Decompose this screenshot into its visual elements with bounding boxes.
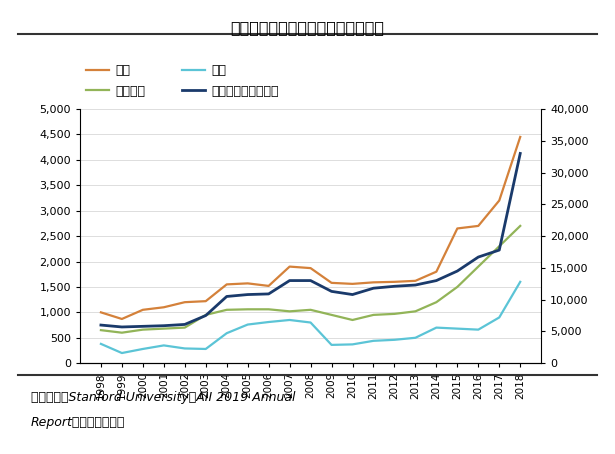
高校学术界（右轴） [139, 324, 146, 329]
高校学术界（右轴） [411, 282, 419, 288]
科研机构 [517, 223, 524, 229]
其他 [370, 338, 377, 344]
高校学术界（右轴） [454, 268, 461, 274]
其他 [160, 343, 167, 348]
科研机构 [411, 309, 419, 314]
企业 [97, 310, 105, 315]
企业 [244, 281, 252, 286]
高校学术界（右轴） [307, 278, 314, 283]
企业 [328, 280, 335, 286]
高校学术界（右轴） [391, 284, 398, 289]
科研机构 [391, 311, 398, 316]
科研机构 [181, 325, 188, 331]
高校学术界（右轴） [370, 286, 377, 291]
企业 [475, 223, 482, 229]
科研机构 [223, 307, 231, 312]
企业 [307, 266, 314, 271]
高校学术界（右轴） [160, 323, 167, 328]
Line: 其他: 其他 [101, 282, 520, 353]
高校学术界（右轴） [475, 254, 482, 260]
科研机构 [496, 243, 503, 249]
企业 [349, 281, 356, 286]
科研机构 [454, 284, 461, 290]
高校学术界（右轴） [97, 322, 105, 328]
其他 [118, 350, 125, 356]
企业 [118, 316, 125, 322]
Line: 高校学术界（右轴）: 高校学术界（右轴） [101, 153, 520, 327]
其他 [349, 342, 356, 347]
其他 [244, 322, 252, 327]
科研机构 [475, 264, 482, 269]
科研机构 [202, 312, 210, 318]
Line: 企业: 企业 [101, 137, 520, 319]
企业 [223, 281, 231, 287]
科研机构 [244, 306, 252, 312]
科研机构 [97, 327, 105, 333]
企业 [286, 264, 293, 269]
企业 [370, 280, 377, 285]
企业 [265, 283, 272, 289]
其他 [517, 279, 524, 285]
高校学术界（右轴） [328, 289, 335, 294]
高校学术界（右轴） [496, 247, 503, 253]
其他 [411, 335, 419, 340]
其他 [223, 331, 231, 336]
其他 [139, 346, 146, 352]
企业 [160, 305, 167, 310]
企业 [411, 278, 419, 284]
其他 [265, 319, 272, 325]
Legend: 企业, 科研机构, 其他, 高校学术界（右轴）: 企业, 科研机构, 其他, 高校学术界（右轴） [86, 64, 279, 98]
Text: Report》，恒大研究院: Report》，恒大研究院 [31, 416, 125, 429]
其他 [433, 325, 440, 331]
其他 [454, 326, 461, 331]
科研机构 [286, 309, 293, 314]
科研机构 [328, 312, 335, 318]
Line: 科研机构: 科研机构 [101, 226, 520, 333]
科研机构 [349, 317, 356, 323]
其他 [286, 317, 293, 323]
科研机构 [139, 327, 146, 332]
科研机构 [265, 306, 272, 312]
其他 [391, 337, 398, 342]
其他 [496, 315, 503, 320]
其他 [475, 327, 482, 332]
企业 [202, 298, 210, 304]
高校学术界（右轴） [517, 151, 524, 156]
企业 [496, 198, 503, 203]
高校学术界（右轴） [244, 292, 252, 297]
科研机构 [433, 300, 440, 305]
科研机构 [160, 326, 167, 331]
高校学术界（右轴） [118, 324, 125, 330]
高校学术界（右轴） [286, 278, 293, 283]
Text: 资料来源：Stanford University《AII 2019 Annual: 资料来源：Stanford University《AII 2019 Annual [31, 391, 295, 404]
企业 [517, 134, 524, 140]
其他 [202, 346, 210, 352]
企业 [454, 226, 461, 231]
其他 [97, 341, 105, 346]
其他 [181, 346, 188, 351]
其他 [307, 320, 314, 325]
科研机构 [118, 330, 125, 336]
企业 [139, 307, 146, 312]
企业 [433, 269, 440, 274]
高校学术界（右轴） [202, 313, 210, 318]
高校学术界（右轴） [349, 292, 356, 297]
企业 [181, 300, 188, 305]
高校学术界（右轴） [433, 278, 440, 283]
企业 [391, 279, 398, 285]
Text: 图表：按论文发表机构分类美国情况: 图表：按论文发表机构分类美国情况 [231, 20, 384, 35]
其他 [328, 342, 335, 348]
高校学术界（右轴） [265, 291, 272, 296]
科研机构 [307, 307, 314, 312]
高校学术界（右轴） [223, 294, 231, 299]
高校学术界（右轴） [181, 322, 188, 327]
科研机构 [370, 312, 377, 318]
